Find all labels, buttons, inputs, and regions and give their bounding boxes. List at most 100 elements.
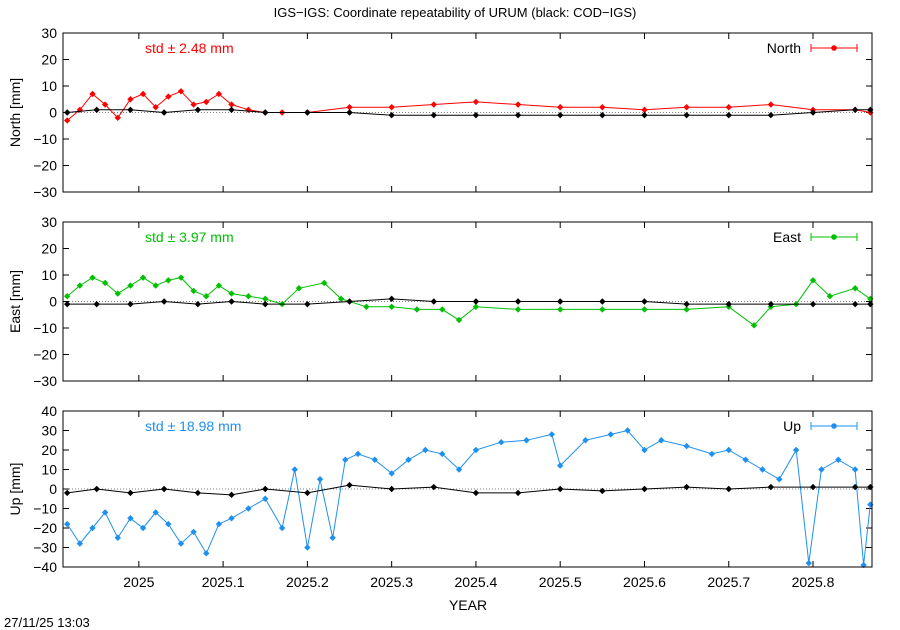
y-tick-label: −20 bbox=[33, 347, 57, 363]
data-point bbox=[388, 111, 395, 119]
data-point bbox=[556, 104, 564, 111]
data-point bbox=[472, 111, 480, 119]
data-point bbox=[548, 431, 555, 438]
data-point bbox=[556, 298, 564, 305]
data-point bbox=[304, 109, 311, 116]
series-line bbox=[67, 109, 871, 116]
y-tick-label: −40 bbox=[33, 559, 57, 575]
y-tick-label: 0 bbox=[49, 294, 57, 310]
data-point bbox=[114, 534, 121, 541]
data-point bbox=[472, 298, 480, 305]
data-point bbox=[346, 298, 353, 305]
data-point bbox=[89, 90, 96, 98]
data-point bbox=[683, 442, 690, 450]
data-point bbox=[291, 466, 298, 473]
data-point bbox=[203, 98, 210, 106]
data-point bbox=[346, 481, 353, 489]
data-point bbox=[472, 489, 480, 497]
data-point bbox=[867, 501, 874, 508]
data-point bbox=[767, 101, 775, 108]
series-line bbox=[66, 429, 871, 566]
data-point bbox=[262, 485, 269, 493]
chart-panels: 30 20 10 0 −10 −20 −30 North [mm] std ± 2.48 mm N… bbox=[7, 25, 874, 590]
data-point bbox=[826, 293, 834, 300]
y-tick-label: 20 bbox=[41, 241, 57, 257]
x-tick-label: 2025.1 bbox=[202, 574, 245, 590]
data-point bbox=[388, 104, 395, 111]
data-point bbox=[599, 104, 606, 111]
data-point bbox=[101, 279, 109, 287]
data-point bbox=[177, 88, 185, 95]
data-point bbox=[64, 489, 71, 497]
data-point bbox=[658, 437, 665, 444]
data-point bbox=[215, 90, 223, 98]
data-point bbox=[194, 106, 202, 114]
x-axis-label: YEAR bbox=[449, 597, 487, 613]
data-point bbox=[809, 300, 817, 308]
data-point bbox=[776, 476, 783, 483]
data-point bbox=[139, 274, 147, 281]
data-point bbox=[64, 520, 71, 528]
data-point bbox=[582, 437, 589, 444]
y-tick-label: 30 bbox=[41, 423, 57, 439]
data-point bbox=[388, 485, 395, 493]
data-point bbox=[725, 446, 732, 454]
data-point bbox=[304, 544, 311, 551]
x-tick-label: 2025.2 bbox=[286, 574, 329, 590]
series-north bbox=[64, 88, 874, 124]
panel-up: 40 30 20 10 0 −10 −20 −30 −40 2025 2025.1 2025.2 202… bbox=[7, 403, 874, 590]
data-point bbox=[228, 101, 235, 108]
data-point bbox=[190, 101, 197, 108]
y-tick-label: −10 bbox=[33, 501, 57, 517]
data-point bbox=[624, 427, 631, 434]
data-point bbox=[342, 456, 349, 463]
data-point bbox=[127, 300, 134, 308]
data-point bbox=[388, 295, 395, 303]
data-point bbox=[641, 111, 648, 119]
y-tick-label: −30 bbox=[33, 184, 57, 200]
data-point bbox=[556, 462, 564, 469]
data-point bbox=[388, 303, 395, 310]
data-point bbox=[127, 106, 134, 114]
data-point bbox=[860, 561, 867, 569]
data-point bbox=[683, 483, 690, 491]
data-point bbox=[114, 290, 121, 297]
data-point bbox=[455, 466, 463, 473]
data-point bbox=[413, 306, 421, 313]
data-point bbox=[725, 111, 732, 119]
data-point bbox=[683, 111, 690, 119]
data-point bbox=[455, 316, 463, 324]
data-point bbox=[139, 90, 147, 98]
data-point bbox=[851, 300, 859, 308]
data-point bbox=[262, 300, 269, 308]
data-point bbox=[101, 101, 109, 108]
data-point bbox=[725, 104, 732, 111]
data-point bbox=[245, 293, 252, 300]
data-point bbox=[708, 450, 716, 458]
data-point bbox=[177, 274, 185, 281]
data-point bbox=[228, 106, 235, 114]
data-point bbox=[514, 306, 522, 313]
data-point bbox=[641, 446, 648, 454]
data-point bbox=[371, 456, 379, 463]
data-point bbox=[599, 487, 606, 495]
data-point bbox=[439, 306, 446, 313]
data-point bbox=[809, 277, 817, 284]
x-tick-label: 2025.6 bbox=[623, 574, 666, 590]
series-line bbox=[67, 298, 871, 305]
data-point bbox=[114, 114, 121, 121]
data-point bbox=[278, 524, 286, 532]
data-point bbox=[472, 446, 480, 454]
data-point bbox=[215, 282, 223, 289]
data-point bbox=[346, 104, 353, 111]
data-point bbox=[127, 515, 134, 522]
data-point bbox=[127, 282, 134, 289]
x-tick-label: 2025.7 bbox=[707, 574, 750, 590]
timestamp: 27/11/25 13:03 bbox=[4, 615, 90, 630]
std-annotation: std ± 3.97 mm bbox=[145, 229, 234, 245]
data-point bbox=[194, 300, 202, 308]
data-point bbox=[851, 106, 859, 114]
series-up bbox=[64, 427, 874, 569]
data-point bbox=[809, 109, 817, 116]
panel-north: 30 20 10 0 −10 −20 −30 North [mm] std ± 2.48 mm N… bbox=[7, 25, 874, 200]
